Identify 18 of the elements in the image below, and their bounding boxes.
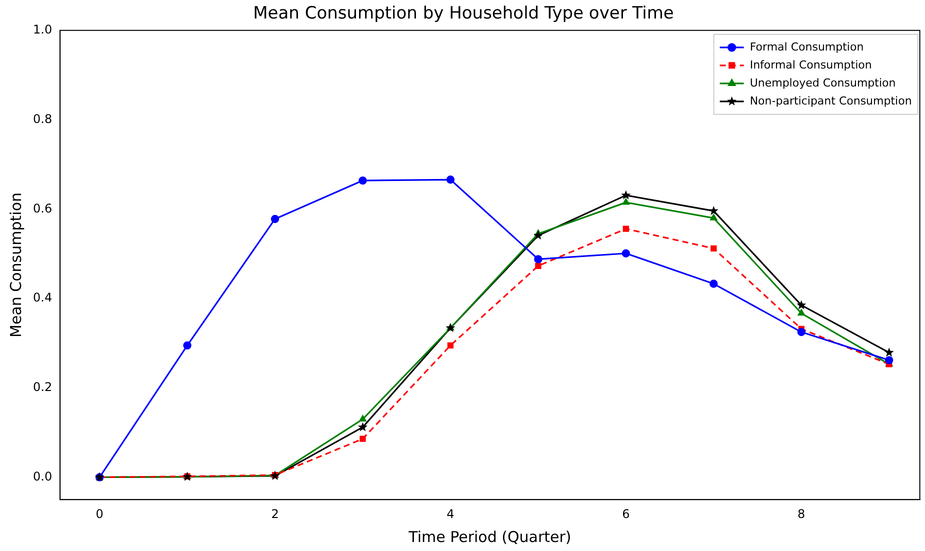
legend-label: Formal Consumption	[750, 40, 864, 54]
y-tick-label: 0.4	[32, 290, 52, 305]
y-axis-title: Mean Consumption	[6, 192, 25, 338]
y-tick-label: 0.2	[32, 380, 52, 394]
chart-title: Mean Consumption by Household Type over Time	[253, 4, 674, 24]
y-tick-label: 0.8	[32, 112, 52, 126]
x-tick-label: 0	[96, 506, 104, 521]
x-tick-label: 2	[271, 506, 279, 521]
legend-label: Non-participant Consumption	[750, 94, 912, 108]
x-axis-title: Time Period (Quarter)	[408, 528, 572, 546]
y-tick-label: 0.6	[32, 201, 52, 216]
x-tick-label: 4	[446, 506, 454, 521]
x-tick-label: 8	[798, 506, 806, 521]
x-tick-label: 6	[622, 506, 630, 521]
y-tick-label: 0.0	[32, 469, 52, 484]
legend-label: Informal Consumption	[750, 58, 872, 72]
legend-label: Unemployed Consumption	[750, 76, 896, 90]
y-tick-label: 1.0	[32, 22, 52, 37]
